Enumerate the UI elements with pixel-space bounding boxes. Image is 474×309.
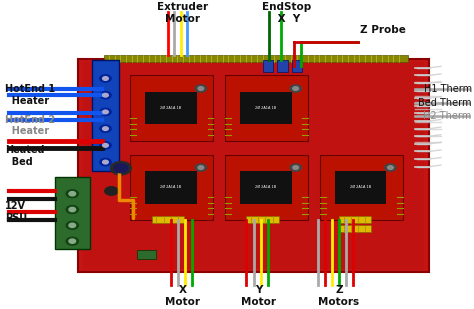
- Bar: [104, 55, 408, 62]
- Text: Y
Motor: Y Motor: [241, 285, 276, 307]
- Circle shape: [293, 166, 299, 169]
- Circle shape: [385, 164, 396, 171]
- Bar: [240, 92, 292, 125]
- Bar: [55, 177, 90, 249]
- Text: Heated
  Bed: Heated Bed: [5, 145, 44, 167]
- Bar: [240, 171, 292, 204]
- Text: 2Ø 2A1A 1B: 2Ø 2A1A 1B: [160, 185, 182, 189]
- Bar: [225, 75, 308, 141]
- Circle shape: [102, 160, 108, 164]
- Text: Z
Motors: Z Motors: [319, 285, 359, 307]
- Circle shape: [102, 93, 108, 97]
- Text: 2Ø 2A1A 1B: 2Ø 2A1A 1B: [350, 185, 371, 189]
- Circle shape: [100, 159, 111, 166]
- Circle shape: [100, 91, 111, 99]
- Circle shape: [102, 110, 108, 114]
- Circle shape: [66, 237, 78, 245]
- Text: H1 Therm: H1 Therm: [423, 84, 472, 94]
- Circle shape: [388, 166, 393, 169]
- Circle shape: [100, 125, 111, 132]
- Bar: [137, 250, 156, 259]
- Circle shape: [290, 85, 301, 92]
- Text: Z Probe: Z Probe: [360, 25, 406, 35]
- Circle shape: [102, 77, 108, 80]
- Circle shape: [69, 207, 75, 212]
- Text: 12V
PSU: 12V PSU: [5, 201, 27, 223]
- Bar: [246, 216, 279, 223]
- Bar: [130, 154, 213, 220]
- Bar: [339, 216, 371, 223]
- Bar: [263, 60, 273, 72]
- Bar: [277, 60, 288, 72]
- Text: HotEnd 1
  Heater: HotEnd 1 Heater: [5, 84, 55, 106]
- Bar: [78, 59, 429, 272]
- Bar: [320, 154, 403, 220]
- Circle shape: [195, 85, 207, 92]
- Bar: [292, 60, 302, 72]
- Bar: [152, 216, 184, 223]
- Circle shape: [105, 187, 118, 195]
- Bar: [225, 154, 308, 220]
- Text: 2Ø 2A1A 1B: 2Ø 2A1A 1B: [255, 185, 276, 189]
- Bar: [145, 92, 197, 125]
- Text: 2Ø 2A1A 1B: 2Ø 2A1A 1B: [160, 106, 182, 110]
- Circle shape: [102, 144, 108, 147]
- Circle shape: [100, 108, 111, 116]
- Text: X
Motor: X Motor: [165, 285, 200, 307]
- Circle shape: [198, 87, 204, 90]
- Text: H2 Therm: H2 Therm: [423, 112, 472, 121]
- Circle shape: [66, 221, 78, 229]
- Circle shape: [69, 192, 75, 196]
- Circle shape: [100, 142, 111, 149]
- Bar: [130, 75, 213, 141]
- Circle shape: [195, 164, 207, 171]
- Text: 2Ø 2A1A 1B: 2Ø 2A1A 1B: [255, 106, 276, 110]
- Bar: [83, 62, 424, 269]
- Circle shape: [66, 205, 78, 214]
- Circle shape: [290, 164, 301, 171]
- Text: EndStop
 X  Y: EndStop X Y: [262, 2, 311, 24]
- Bar: [145, 171, 197, 204]
- Circle shape: [110, 162, 131, 175]
- Text: HotEnd 2
  Heater: HotEnd 2 Heater: [5, 115, 55, 136]
- Circle shape: [293, 87, 299, 90]
- Circle shape: [100, 75, 111, 82]
- Text: Extruder
Motor: Extruder Motor: [157, 2, 208, 24]
- Circle shape: [114, 164, 128, 173]
- Circle shape: [69, 239, 75, 243]
- Bar: [335, 171, 386, 204]
- Circle shape: [66, 190, 78, 198]
- Bar: [339, 225, 371, 232]
- Bar: [92, 60, 118, 171]
- Circle shape: [102, 127, 108, 130]
- Circle shape: [198, 166, 204, 169]
- Text: Bed Therm: Bed Therm: [418, 98, 472, 108]
- Circle shape: [69, 223, 75, 227]
